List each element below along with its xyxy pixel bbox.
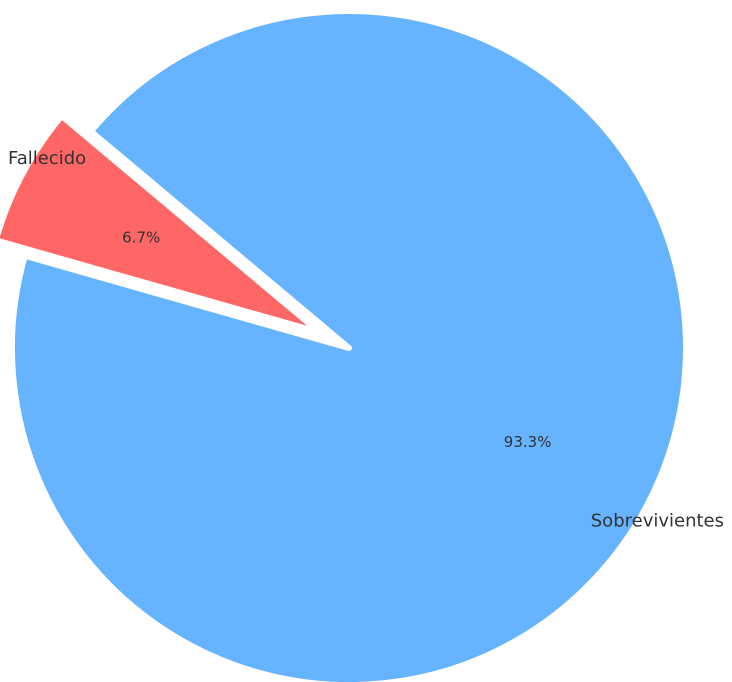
pie-labels: 6.7% Fallecido 93.3% Sobrevivientes	[8, 148, 724, 532]
pie-category-label-fallecido: Fallecido	[8, 148, 86, 169]
pie-percent-label-fallecido: 6.7%	[122, 228, 160, 246]
pie-percent-label-sobrevivientes: 93.3%	[504, 433, 552, 451]
pie-slices	[0, 8, 689, 682]
pie-slice-sobrevivientes	[9, 8, 689, 682]
pie-category-label-sobrevivientes: Sobrevivientes	[591, 511, 724, 532]
pie-slice-fallecido	[0, 112, 323, 336]
